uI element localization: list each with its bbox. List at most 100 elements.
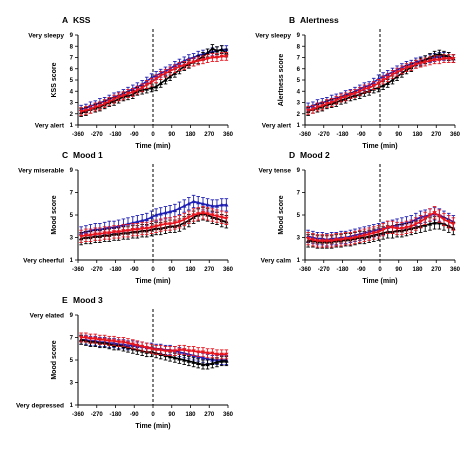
data-point [352, 235, 358, 240]
data-point [177, 64, 182, 69]
data-point [320, 239, 325, 244]
panel-letter: E [62, 295, 68, 305]
data-point [315, 105, 320, 110]
data-point [163, 222, 168, 227]
data-point [186, 201, 192, 206]
panel-a: A KSS 1 2 3 4 5 6 7 8 9 Very sleepy Very alert -360 -2… [28, 15, 233, 150]
x-tick-label: -90 [130, 267, 139, 273]
y-tick-label: 9 [297, 33, 301, 39]
data-point [214, 55, 220, 60]
data-point [186, 61, 192, 66]
data-point [310, 238, 316, 242]
data-point [78, 335, 84, 340]
data-point [158, 211, 163, 216]
data-point [219, 47, 224, 52]
data-point [334, 98, 339, 103]
y-tick-label: 9 [297, 168, 301, 174]
series-line [307, 211, 454, 242]
data-point [224, 54, 229, 59]
data-point [135, 227, 140, 232]
y-tick-label: 3 [297, 101, 301, 107]
y-tick-label: 1 [297, 258, 301, 264]
data-point [167, 354, 173, 359]
data-point [320, 104, 325, 109]
data-point [107, 339, 112, 344]
x-tick-label: -270 [318, 132, 331, 138]
y-tick-label: 5 [70, 213, 74, 219]
y-tick-label: 7 [297, 56, 301, 62]
y-tick-label: 5 [70, 358, 74, 364]
series-red [305, 206, 456, 248]
data-point [158, 348, 163, 353]
data-point [135, 343, 140, 348]
data-point [404, 225, 409, 230]
data-point [88, 233, 93, 238]
data-point [93, 105, 98, 110]
y-anchor-label: Very cheerful [23, 258, 64, 265]
y-anchor-label: Very sleepy [28, 33, 64, 40]
data-point [144, 345, 149, 350]
x-tick-label: 360 [223, 132, 234, 138]
y-tick-label: 3 [70, 101, 74, 107]
data-point [149, 85, 154, 90]
y-tick-label: 9 [70, 33, 74, 39]
y-anchor-label: Very sleepy [255, 33, 291, 40]
data-point [380, 78, 386, 83]
x-tick-label: -360 [72, 412, 85, 418]
x-tick-label: -270 [91, 267, 104, 273]
data-point [385, 76, 390, 80]
data-point [390, 225, 395, 230]
y-tick-label: 8 [297, 44, 301, 50]
series-red [78, 332, 229, 360]
x-axis-label: Time (min) [135, 278, 170, 285]
data-point [385, 225, 390, 230]
data-point [116, 340, 121, 345]
data-point [324, 239, 330, 244]
data-point [324, 101, 330, 106]
data-point [135, 88, 140, 93]
data-point [338, 238, 344, 242]
data-point [366, 86, 372, 91]
data-point [343, 95, 348, 100]
data-point [404, 65, 409, 70]
data-point [116, 95, 121, 100]
data-point [182, 217, 187, 222]
data-point [362, 87, 367, 92]
data-point [153, 224, 159, 229]
data-point [125, 91, 131, 96]
data-point [205, 362, 210, 367]
data-point [214, 214, 220, 219]
x-tick-label: -270 [91, 412, 104, 418]
data-point [343, 236, 348, 241]
data-point [163, 77, 168, 82]
x-tick-label: -180 [336, 267, 349, 273]
data-point [158, 81, 163, 86]
x-tick-label: 270 [204, 132, 215, 138]
data-point [451, 56, 456, 61]
data-point [348, 92, 353, 97]
data-point [182, 357, 187, 362]
panel-b: B Alertness 1 2 3 4 5 6 7 8 9 Very sleepy Very alert… [255, 15, 460, 150]
data-point [305, 236, 311, 241]
data-point [205, 56, 210, 61]
y-axis-label: Mood score [51, 340, 58, 379]
panel-e: E Mood 3 1 3 5 7 9 Very elated Very depressed -36… [16, 295, 234, 430]
data-point [191, 349, 196, 354]
x-axis-label: Time (min) [135, 423, 170, 430]
data-point [163, 71, 168, 76]
data-point [139, 344, 145, 349]
data-point [371, 83, 376, 88]
data-point [102, 101, 107, 106]
data-point [111, 230, 117, 235]
data-point [394, 70, 400, 75]
data-point [210, 351, 215, 356]
x-tick-label: 180 [185, 267, 196, 273]
x-tick-label: -270 [91, 132, 104, 138]
series-red [78, 51, 229, 116]
data-point [219, 358, 224, 363]
data-point [149, 80, 154, 85]
y-tick-label: 9 [70, 313, 74, 319]
data-point [153, 77, 159, 82]
x-tick-label: 0 [151, 132, 155, 138]
y-tick-label: 1 [70, 123, 74, 129]
